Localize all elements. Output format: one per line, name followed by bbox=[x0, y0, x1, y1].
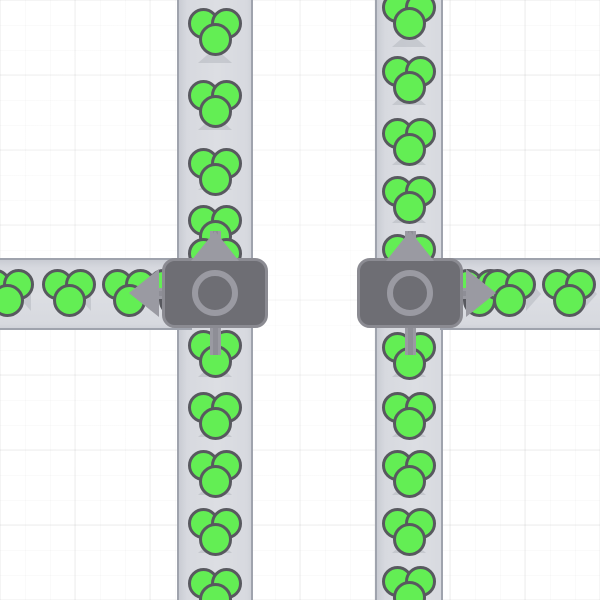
node-body[interactable] bbox=[162, 258, 268, 328]
node-body[interactable] bbox=[357, 258, 463, 328]
item-cluster-icon[interactable] bbox=[188, 80, 242, 130]
item-cluster-icon[interactable] bbox=[188, 392, 242, 442]
item-cluster-icon[interactable] bbox=[188, 450, 242, 500]
item-cluster-icon[interactable] bbox=[188, 508, 242, 558]
item-cluster-icon[interactable] bbox=[188, 148, 242, 198]
item-cluster-icon[interactable] bbox=[188, 568, 242, 600]
item-cluster-icon[interactable] bbox=[188, 8, 242, 58]
item-cluster-icon[interactable] bbox=[382, 450, 436, 500]
item-cluster-icon[interactable] bbox=[542, 269, 596, 319]
item-cluster-icon[interactable] bbox=[382, 332, 436, 382]
item-cluster-icon[interactable] bbox=[382, 508, 436, 558]
item-cluster-icon[interactable] bbox=[0, 269, 34, 319]
item-cluster-icon[interactable] bbox=[382, 56, 436, 106]
item-cluster-icon[interactable] bbox=[42, 269, 96, 319]
item-cluster-icon[interactable] bbox=[382, 566, 436, 600]
item-cluster-icon[interactable] bbox=[482, 269, 536, 319]
item-cluster-icon[interactable] bbox=[188, 330, 242, 380]
item-cluster-icon[interactable] bbox=[382, 118, 436, 168]
item-cluster-icon[interactable] bbox=[382, 392, 436, 442]
item-cluster-icon[interactable] bbox=[382, 176, 436, 226]
item-cluster-icon[interactable] bbox=[382, 0, 436, 42]
